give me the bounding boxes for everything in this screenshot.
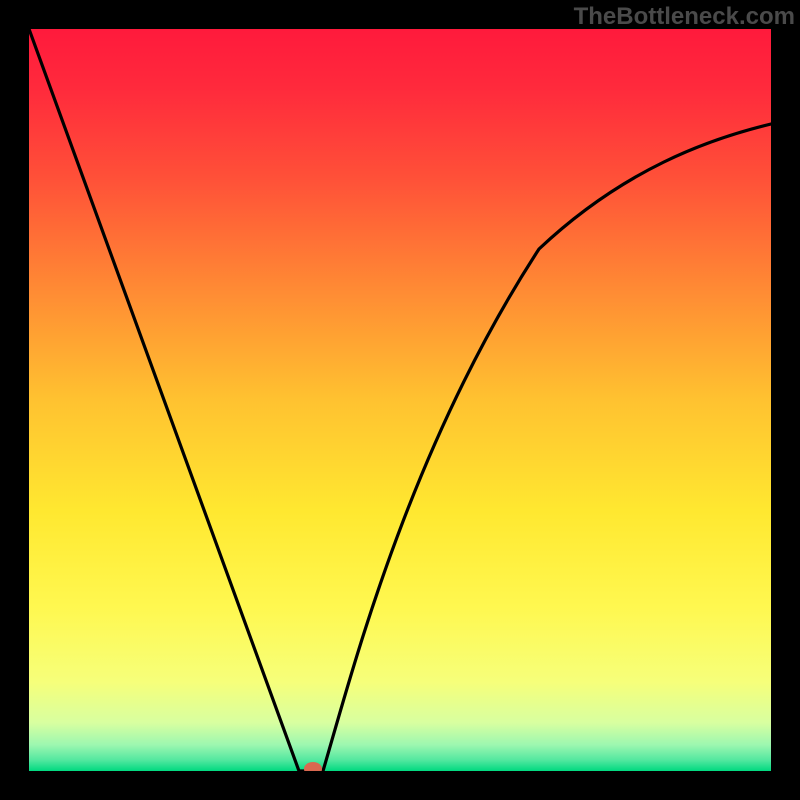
chart-container: TheBottleneck.com	[0, 0, 800, 800]
curve-path	[29, 29, 771, 771]
minimum-marker	[304, 762, 322, 771]
plot-area	[29, 29, 771, 771]
watermark-text: TheBottleneck.com	[574, 3, 795, 31]
bottleneck-curve	[29, 29, 771, 771]
